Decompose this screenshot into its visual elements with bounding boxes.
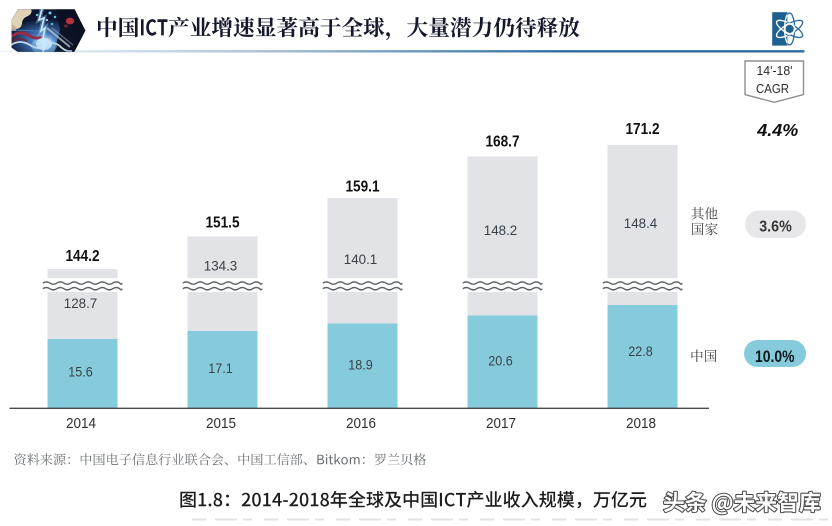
svg-text:2014: 2014 [66,416,96,432]
svg-text:144.2: 144.2 [66,248,100,265]
svg-text:2016: 2016 [346,416,376,432]
svg-text:14'-18': 14'-18' [757,63,793,78]
svg-text:159.1: 159.1 [346,178,380,195]
svg-text:168.7: 168.7 [486,133,520,150]
svg-text:4.4%: 4.4% [756,120,798,140]
svg-text:128.7: 128.7 [64,296,98,312]
svg-text:17.1: 17.1 [208,361,233,377]
svg-text:148.4: 148.4 [624,216,658,232]
svg-text:171.2: 171.2 [626,121,660,138]
svg-text:18.9: 18.9 [348,357,373,373]
svg-text:134.3: 134.3 [204,259,238,275]
svg-text:CAGR: CAGR [756,81,789,96]
svg-text:2015: 2015 [206,416,236,432]
svg-text:140.1: 140.1 [344,252,378,268]
svg-text:2017: 2017 [486,416,516,432]
svg-text:15.6: 15.6 [68,365,93,381]
svg-text:148.2: 148.2 [484,223,518,239]
svg-text:20.6: 20.6 [488,353,513,369]
svg-text:2018: 2018 [626,416,656,432]
svg-text:10.0%: 10.0% [755,348,795,366]
svg-text:22.8: 22.8 [628,344,653,360]
svg-text:3.6%: 3.6% [759,218,792,235]
svg-text:151.5: 151.5 [206,214,240,231]
